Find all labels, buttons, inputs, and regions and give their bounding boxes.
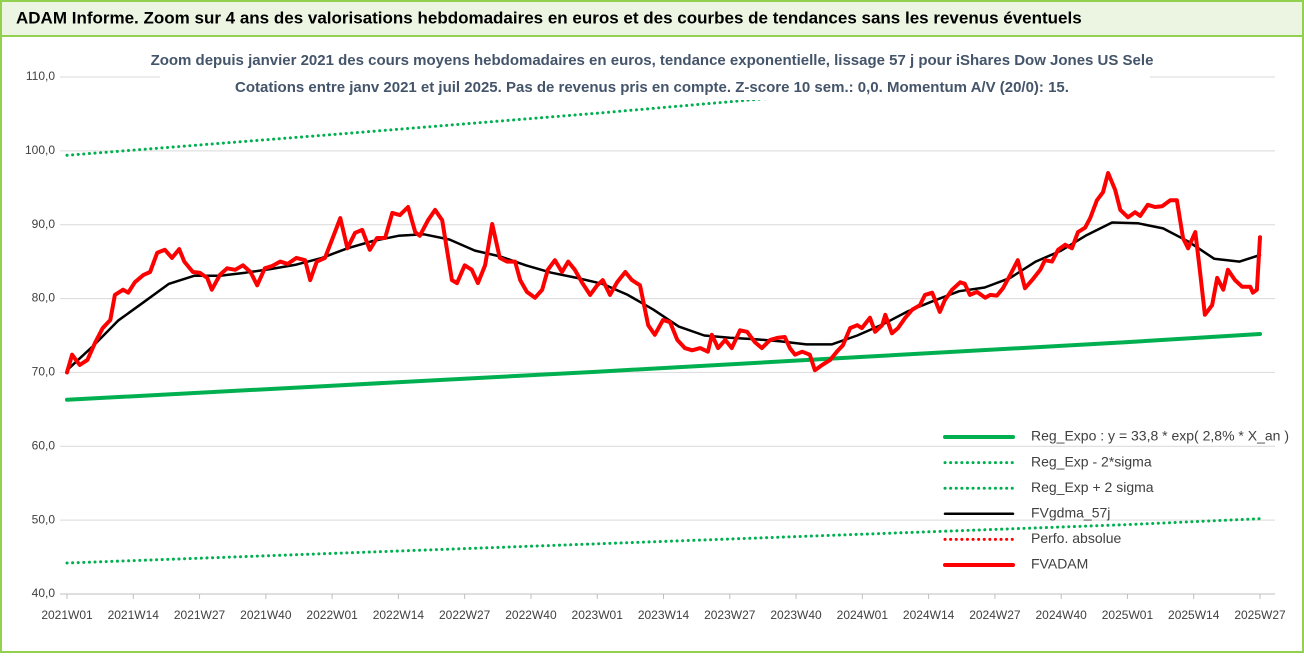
chart-subtitle: Cotations entre janv 2021 et juil 2025. …: [235, 79, 1069, 96]
y-tick-label: 60,0: [32, 438, 56, 452]
y-tick-label: 40,0: [32, 586, 56, 600]
y-tick-label: 50,0: [32, 512, 56, 526]
x-tick-label: 2024W14: [903, 608, 955, 622]
y-tick-label: 110,0: [26, 69, 55, 83]
x-tick-label: 2021W14: [108, 608, 160, 622]
title-box: [160, 44, 1150, 100]
legend: Reg_Expo : y = 33,8 * exp( 2,8% * X_an )…: [943, 428, 1289, 572]
chart-title: Zoom depuis janvier 2021 des cours moyen…: [151, 52, 1154, 69]
axes: 40,0 50,0 60,0 70,0 80,0 90,0 100,0 110,0 2021W0…: [25, 69, 1286, 622]
legend-label: FVADAM: [1031, 556, 1088, 572]
legend-label: Reg_Exp - 2*sigma: [1031, 453, 1152, 469]
y-tick-label: 70,0: [32, 365, 56, 379]
x-tick-label: 2022W27: [439, 608, 491, 622]
x-tick-label: 2022W01: [306, 608, 358, 622]
header-title: ADAM Informe. Zoom sur 4 ans des valoris…: [16, 8, 1082, 27]
y-tick-label: 80,0: [32, 291, 56, 305]
x-tick-label: 2023W27: [704, 608, 756, 622]
plot: [65, 77, 1262, 565]
x-tick-label: 2024W01: [837, 608, 889, 622]
x-tick-label: 2022W40: [505, 608, 557, 622]
x-tick-label: 2022W14: [373, 608, 425, 622]
legend-label: Perfo. absolue: [1031, 530, 1121, 546]
x-tick-label: 2023W14: [638, 608, 690, 622]
series-line: [65, 171, 1262, 375]
x-tick-label: 2021W27: [174, 608, 226, 622]
x-tick-label: 2025W01: [1102, 608, 1154, 622]
x-tick-label: 2024W27: [969, 608, 1021, 622]
x-tick-label: 2024W40: [1035, 608, 1087, 622]
y-tick-label: 100,0: [25, 143, 55, 157]
x-tick-label: 2021W40: [240, 608, 292, 622]
x-tick-label: 2021W01: [41, 608, 93, 622]
legend-label: Reg_Exp + 2 sigma: [1031, 479, 1154, 495]
x-tick-label: 2025W27: [1234, 608, 1286, 622]
series-line: [65, 332, 1262, 402]
x-tick-label: 2023W40: [770, 608, 822, 622]
x-tick-label: 2025W14: [1168, 608, 1220, 622]
legend-label: FVgdma_57j: [1031, 505, 1110, 521]
y-tick-label: 90,0: [32, 217, 56, 231]
legend-label: Reg_Expo : y = 33,8 * exp( 2,8% * X_an ): [1031, 428, 1289, 444]
x-tick-label: 2023W01: [572, 608, 624, 622]
header-bar: [0, 0, 1304, 37]
series-line: [65, 77, 1046, 157]
